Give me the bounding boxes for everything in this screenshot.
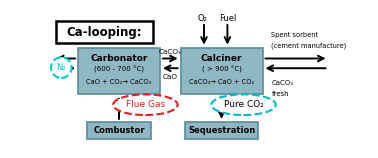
Ellipse shape [211, 94, 276, 115]
Text: Spent sorbent: Spent sorbent [271, 32, 319, 38]
Text: ( > 900 °C): ( > 900 °C) [201, 66, 242, 73]
Text: CaO: CaO [163, 74, 178, 80]
Text: CaCO₃: CaCO₃ [271, 80, 293, 86]
FancyBboxPatch shape [87, 122, 151, 139]
Text: N₂: N₂ [56, 63, 66, 72]
Text: Ca-looping:: Ca-looping: [67, 26, 142, 39]
Text: Sequestration: Sequestration [188, 126, 255, 135]
Text: fresh: fresh [271, 91, 289, 97]
Ellipse shape [113, 94, 178, 115]
Text: Pure CO₂: Pure CO₂ [224, 100, 263, 109]
FancyBboxPatch shape [185, 122, 258, 139]
Text: CaO + CO₂→ CaCO₃: CaO + CO₂→ CaCO₃ [87, 79, 152, 85]
Text: Fuel: Fuel [219, 14, 236, 23]
Text: (600 - 700 °C): (600 - 700 °C) [94, 66, 144, 73]
FancyBboxPatch shape [78, 48, 160, 94]
Text: Carbonator: Carbonator [90, 54, 148, 63]
Text: CaCO₃→ CaO + CO₂: CaCO₃→ CaO + CO₂ [189, 79, 254, 85]
FancyBboxPatch shape [56, 21, 153, 43]
Text: Flue Gas: Flue Gas [126, 100, 165, 109]
FancyBboxPatch shape [181, 48, 263, 94]
Text: O₂: O₂ [198, 14, 208, 23]
Ellipse shape [51, 57, 71, 78]
Text: CaCO₃: CaCO₃ [159, 49, 182, 55]
Text: Calciner: Calciner [201, 54, 242, 63]
Text: (cement manufacture): (cement manufacture) [271, 43, 347, 49]
Text: Combustor: Combustor [93, 126, 145, 135]
